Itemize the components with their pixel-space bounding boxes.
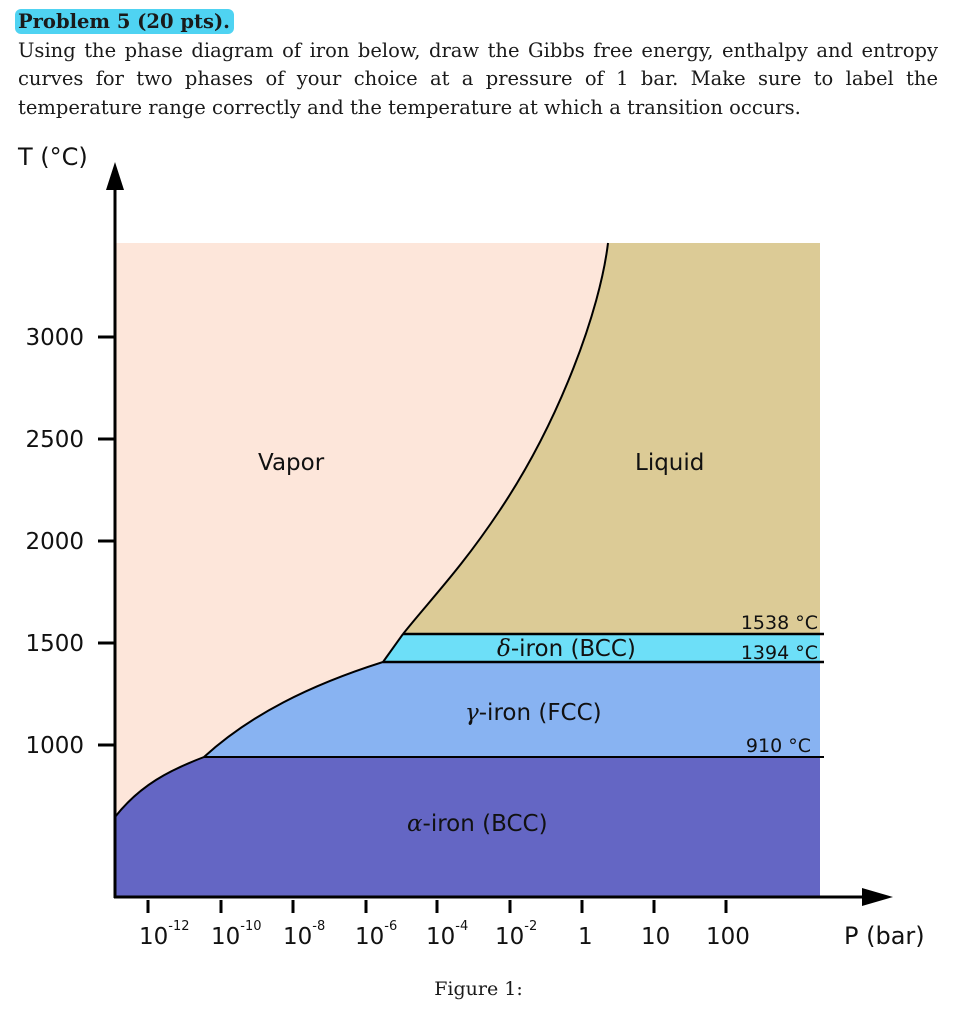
y-axis-label: T (°C)	[17, 143, 88, 171]
x-tick-label: 100	[706, 924, 750, 950]
liquid-label: Liquid	[635, 450, 704, 476]
alpha-vapor-boundary	[114, 756, 205, 818]
y-tick-label: 2000	[25, 529, 84, 555]
gamma-iron-label: γ-iron (FCC)	[465, 700, 602, 726]
delta-gamma-temp-label: 1394 °C	[741, 642, 818, 664]
y-tick-labels: 3000 2500 2000 1500 1000	[25, 325, 84, 759]
x-tick-label: 10-6	[355, 919, 397, 950]
delta-vapor-boundary	[382, 633, 404, 663]
x-ticks	[146, 900, 728, 913]
x-axis-arrow-icon	[862, 888, 893, 906]
transition-labels: 1538 °C 1394 °C 910 °C	[741, 612, 818, 757]
problem-title: Problem 5 (20 pts).	[15, 9, 234, 34]
y-tick-label: 1500	[25, 631, 84, 657]
x-tick-label: 10-12	[139, 919, 190, 950]
gamma-alpha-temp-label: 910 °C	[746, 735, 811, 757]
x-axis-label: P (bar)	[844, 922, 925, 950]
alpha-iron-region	[115, 757, 820, 897]
delta-iron-label: δ-iron (BCC)	[497, 636, 636, 662]
x-tick-labels: 10-12 10-10 10-8 10-6 10-4 10-2 1 10 100	[139, 919, 750, 950]
y-axis-arrow-icon	[106, 162, 124, 190]
y-tick-label: 2500	[25, 427, 84, 453]
problem-body: Using the phase diagram of iron below, d…	[18, 38, 938, 119]
delta-iron-region	[383, 634, 820, 662]
vapor-label: Vapor	[258, 450, 325, 476]
x-tick-label: 10	[641, 924, 670, 950]
alpha-iron-label: α-iron (BCC)	[407, 811, 548, 837]
problem-statement: Problem 5 (20 pts). Using the phase diag…	[15, 8, 938, 122]
x-tick-label: 10-2	[495, 919, 537, 950]
y-ticks	[98, 335, 115, 747]
x-tick-label: 10-10	[211, 919, 262, 950]
gamma-vapor-boundary	[203, 661, 384, 758]
x-tick-label: 10-8	[283, 919, 325, 950]
figure-caption: Figure 1:	[434, 978, 523, 1000]
gamma-iron-region	[204, 662, 820, 757]
y-tick-label: 1000	[25, 733, 84, 759]
liquid-vapor-boundary	[402, 242, 609, 635]
melting-temp-label: 1538 °C	[741, 612, 818, 634]
liquid-region	[403, 243, 820, 634]
x-tick-label: 10-4	[426, 919, 468, 950]
x-tick-label: 1	[578, 924, 593, 950]
y-tick-label: 3000	[25, 325, 84, 351]
